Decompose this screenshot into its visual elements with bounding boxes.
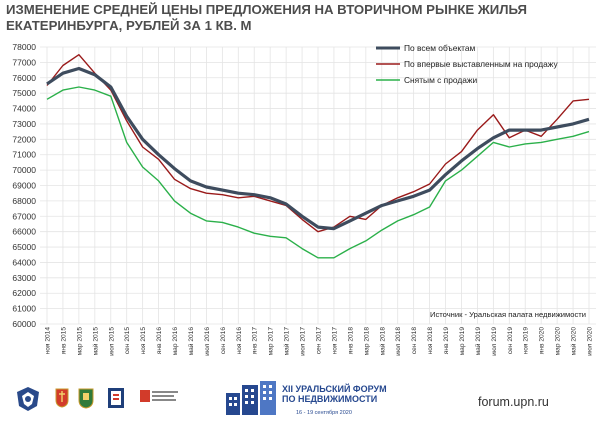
- region-coat-of-arms-icon: [55, 388, 69, 408]
- y-tick-label: 70000: [12, 165, 36, 175]
- chart-title-line-2: Екатеринбурга, рублей за 1 кв. м: [6, 18, 252, 33]
- x-tick-label: май 2015: [91, 327, 99, 356]
- x-tick-label: май 2020: [570, 327, 578, 356]
- y-tick-label: 75000: [12, 88, 36, 98]
- chart-title-line-1: Изменение средней цены предложения на вт…: [6, 2, 527, 17]
- y-tick-label: 63000: [12, 273, 36, 283]
- x-tick-label: мар 2020: [555, 327, 562, 356]
- x-tick-label: янв 2017: [252, 327, 259, 355]
- legend-label-removed: Снятым с продажи: [404, 75, 477, 85]
- x-tick-label: июл 2015: [108, 327, 115, 356]
- source-note: Источник - Уральская палата недвижимости: [430, 310, 586, 319]
- y-tick-label: 76000: [12, 73, 36, 83]
- forum-title-line-1: XII УРАЛЬСКИЙ ФОРУМ: [282, 384, 387, 394]
- y-tick-label: 66000: [12, 227, 36, 237]
- x-tick-label: май 2017: [283, 327, 291, 356]
- chart-title: Изменение средней цены предложения на вт…: [6, 2, 596, 34]
- x-tick-label: ноя 2017: [331, 327, 338, 355]
- legend-label-all: По всем объектам: [404, 43, 476, 53]
- x-tick-label: мар 2015: [76, 327, 83, 356]
- x-tick-label: сен 2017: [316, 327, 323, 354]
- x-tick-label: июл 2018: [395, 327, 402, 356]
- forum-title-line-2: ПО НЕДВИЖИМОСТИ: [282, 394, 378, 404]
- forum-title: XII УРАЛЬСКИЙ ФОРУМ ПО НЕДВИЖИМОСТИ: [282, 384, 387, 404]
- realtors-guild-logo-icon: [140, 390, 178, 402]
- x-tick-label: янв 2019: [443, 327, 450, 355]
- x-tick-label: ноя 2016: [236, 327, 243, 355]
- y-tick-label: 61000: [12, 304, 36, 314]
- y-tick-label: 73000: [12, 119, 36, 129]
- y-tick-label: 64000: [12, 257, 36, 267]
- x-axis-ticks: ноя 2014 янв 2015 мар 2015 май 2015 июл 2015…: [45, 327, 594, 356]
- y-tick-label: 65000: [12, 242, 36, 252]
- city-coat-of-arms-icon: [78, 388, 94, 409]
- y-axis-ticks: 60000 61000 62000 63000 64000 65000 66000 67000…: [12, 42, 36, 329]
- x-tick-label: мар 2017: [268, 327, 275, 356]
- gridlines: [40, 46, 596, 325]
- x-tick-label: ноя 2019: [523, 327, 530, 355]
- series-line-removed: [46, 86, 590, 259]
- forum-dates: 16 - 19 сентября 2020: [296, 410, 352, 416]
- line-chart: 60000 61000 62000 63000 64000 65000 66000 67000…: [12, 42, 596, 356]
- legend-label-new: По впервые выставленным на продажу: [404, 59, 558, 69]
- x-tick-label: ноя 2015: [140, 327, 147, 355]
- x-tick-label: сен 2018: [411, 327, 418, 354]
- x-tick-label: сен 2019: [507, 327, 514, 354]
- x-tick-label: июл 2020: [587, 327, 594, 356]
- y-tick-label: 67000: [12, 211, 36, 221]
- x-tick-label: июл 2019: [491, 327, 498, 356]
- x-tick-label: янв 2015: [60, 327, 67, 355]
- x-tick-label: сен 2016: [220, 327, 227, 354]
- y-tick-label: 69000: [12, 181, 36, 191]
- series-line-all: [46, 66, 590, 231]
- x-tick-label: июл 2017: [300, 327, 307, 356]
- x-tick-label: янв 2016: [156, 327, 163, 355]
- y-tick-label: 78000: [12, 42, 36, 52]
- legend: По всем объектам По впервые выставленным…: [376, 43, 558, 85]
- y-tick-label: 72000: [12, 134, 36, 144]
- x-tick-label: мар 2019: [459, 327, 466, 356]
- x-tick-label: июл 2016: [204, 327, 211, 356]
- x-tick-label: мар 2016: [172, 327, 179, 356]
- y-tick-label: 62000: [12, 288, 36, 298]
- x-tick-label: май 2018: [378, 327, 386, 356]
- federation-logo-icon: [108, 388, 124, 408]
- y-tick-label: 77000: [12, 57, 36, 67]
- x-tick-label: мар 2018: [363, 327, 370, 356]
- y-tick-label: 71000: [12, 150, 36, 160]
- series-lines: [46, 54, 590, 259]
- y-tick-label: 68000: [12, 196, 36, 206]
- x-tick-label: янв 2020: [539, 327, 546, 355]
- x-tick-label: май 2016: [187, 327, 195, 356]
- y-tick-label: 74000: [12, 104, 36, 114]
- x-tick-label: сен 2015: [124, 327, 131, 354]
- upn-emblem-icon: [17, 387, 39, 411]
- x-tick-label: май 2019: [474, 327, 482, 356]
- forum-building-logo-icon: [226, 381, 276, 415]
- x-tick-label: ноя 2014: [45, 327, 52, 355]
- x-tick-label: янв 2018: [347, 327, 354, 355]
- y-tick-label: 60000: [12, 319, 36, 329]
- x-tick-label: ноя 2018: [427, 327, 434, 355]
- website-link[interactable]: forum.upn.ru: [478, 395, 549, 409]
- series-line-new: [46, 54, 590, 233]
